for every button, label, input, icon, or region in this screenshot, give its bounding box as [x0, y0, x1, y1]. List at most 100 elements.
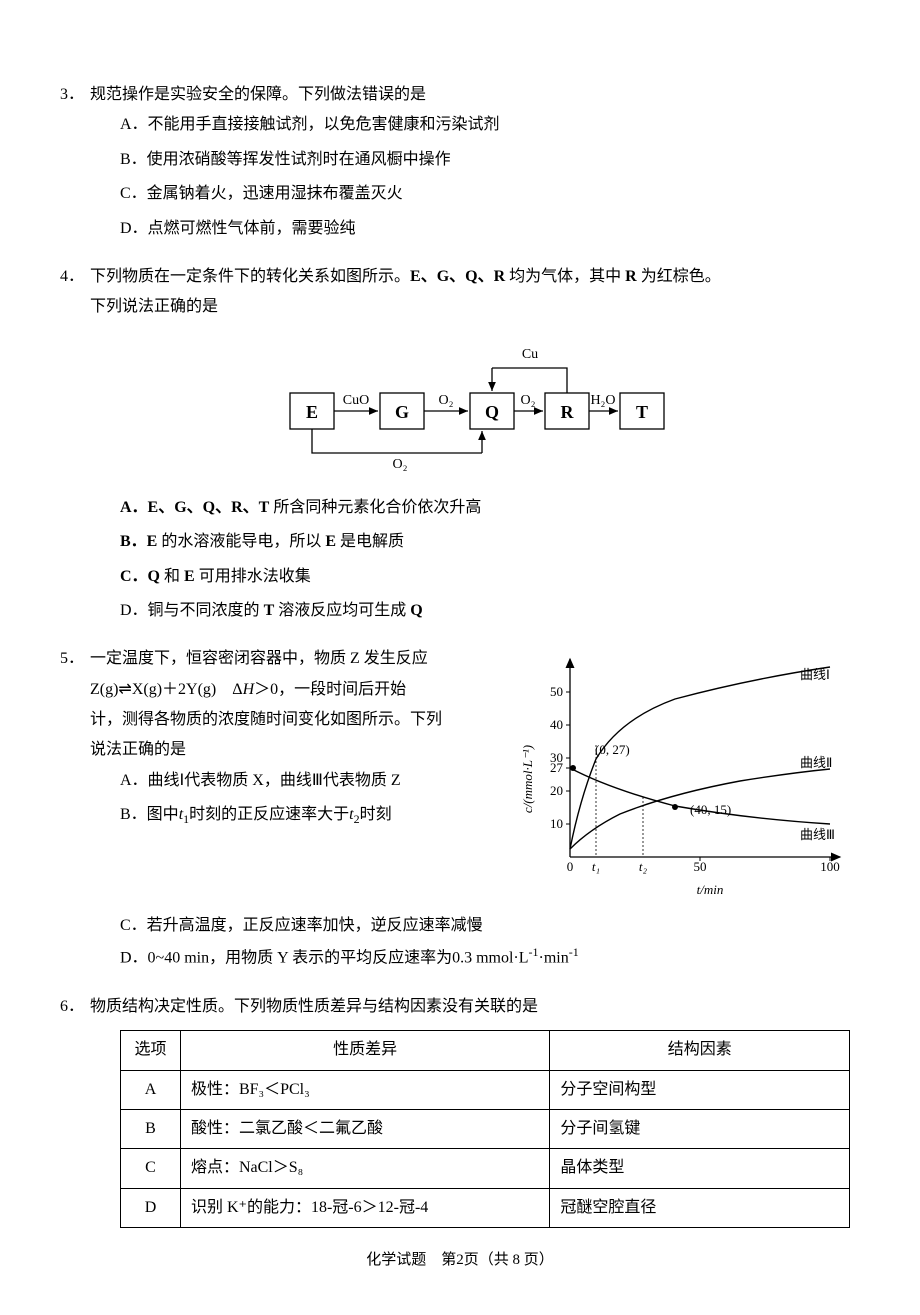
q3-text: 规范操作是实验安全的保障。下列做法错误的是 [90, 80, 860, 110]
q5-l2b: H [243, 681, 255, 698]
label-o2-1: O₂ [439, 393, 454, 408]
q6-r4c1: D [121, 1188, 181, 1227]
q4a-1: A．E、G、Q、R、T [120, 499, 269, 516]
q4d-3: 溶液反应均可生成 [274, 602, 410, 619]
question-5: 5． 一定温度下，恒容密闭容器中，物质 Z 发生反应 Z(g)⇌X(g)＋2Y(… [60, 644, 860, 974]
q6-r4c3: 冠醚空腔直径 [550, 1188, 850, 1227]
yt-50: 50 [550, 684, 563, 699]
pt2: (40, 15) [690, 802, 731, 817]
q4b-2: 的水溶液能导电，所以 [157, 533, 325, 550]
xt-t2: t₂ [639, 859, 648, 874]
q6-r1c1: A [121, 1070, 181, 1109]
q4-p3: 均为气体，其中 [505, 268, 625, 285]
yt-10: 10 [550, 816, 563, 831]
c3-label: 曲线Ⅲ [800, 827, 835, 842]
q5b-2: 时刻的正反应速率大于 [189, 806, 349, 823]
q4-p5: 为红棕色。 [637, 268, 721, 285]
q4a-2: 所含同种元素化合价依次升高 [269, 499, 481, 516]
question-6: 6． 物质结构决定性质。下列物质性质差异与结构因素没有关联的是 选项 性质差异 … [60, 992, 860, 1228]
q3-prompt: 3． 规范操作是实验安全的保障。下列做法错误的是 [60, 80, 860, 110]
q5b-3: 时刻 [360, 806, 392, 823]
q4-num: 4． [60, 262, 90, 292]
q4-option-b: B．E 的水溶液能导电，所以 E 是电解质 [120, 527, 860, 557]
pt1: (0, 27) [595, 742, 630, 757]
q4-option-a: A．E、G、Q、R、T 所含同种元素化合价依次升高 [120, 493, 860, 523]
xt-50: 50 [694, 859, 707, 874]
xt-t1: t₁ [592, 859, 600, 874]
label-o2-3: O₂ [393, 457, 408, 472]
q4-p1: 下列物质在一定条件下的转化关系如图所示。 [90, 268, 410, 285]
q6-text: 物质结构决定性质。下列物质性质差异与结构因素没有关联的是 [90, 992, 860, 1022]
q4d-1: D．铜与不同浓度的 [120, 602, 264, 619]
yt-30: 30 [550, 750, 563, 765]
xt-0: 0 [567, 859, 574, 874]
q4c-1: C．Q [120, 568, 160, 585]
question-4: 4． 下列物质在一定条件下的转化关系如图所示。E、G、Q、R 均为气体，其中 R… [60, 262, 860, 626]
q4d-4: Q [410, 602, 422, 619]
q5-text: 一定温度下，恒容密闭容器中，物质 Z 发生反应 Z(g)⇌X(g)＋2Y(g) … [90, 644, 510, 766]
q5b-1: B．图中 [120, 806, 179, 823]
q5-l2c: ＞0，一段时间后开始 [254, 681, 406, 698]
q4d-2: T [264, 602, 275, 619]
q4-p2: E、G、Q、R [410, 268, 505, 285]
xt-100: 100 [820, 859, 840, 874]
yt-20: 20 [550, 783, 563, 798]
q5-option-c: C．若升高温度，正反应速率加快，逆反应速率减慢 [60, 911, 860, 941]
q4b-3: E [325, 533, 336, 550]
q4-options: A．E、G、Q、R、T 所含同种元素化合价依次升高 B．E 的水溶液能导电，所以… [60, 493, 860, 627]
q3-option-c: C．金属钠着火，迅速用湿抹布覆盖灭火 [120, 179, 860, 209]
q4-line2: 下列说法正确的是 [90, 292, 860, 322]
q6-prompt: 6． 物质结构决定性质。下列物质性质差异与结构因素没有关联的是 [60, 992, 860, 1022]
q6-num: 6． [60, 992, 90, 1022]
q6-r2c2: 酸性：二氯乙酸＜二氟乙酸 [180, 1109, 549, 1148]
q4c-3: E [184, 568, 195, 585]
q5-chart-svg: 10 20 27 30 40 50 0 t₁ t₂ 50 100 [520, 649, 860, 899]
q5-option-b: B．图中t1时刻的正反应速率大于t2时刻 [120, 800, 510, 831]
q6-r1c2: 极性：BF₃＜PCl₃ [180, 1070, 549, 1109]
c2-label: 曲线Ⅱ [800, 755, 832, 770]
label-cu: Cu [522, 347, 538, 362]
q3-option-d: D．点燃可燃性气体前，需要验纯 [120, 214, 860, 244]
q4c-4: 可用排水法收集 [195, 568, 311, 585]
q6-r2c3: 分子间氢键 [550, 1109, 850, 1148]
q6-h3: 结构因素 [550, 1031, 850, 1070]
q3-option-b: B．使用浓硝酸等挥发性试剂时在通风橱中操作 [120, 145, 860, 175]
xlabel: t/min [697, 882, 724, 897]
q5-l3: 计，测得各物质的浓度随时间变化如图所示。下列 [90, 711, 442, 728]
label-h2o: H₂O [590, 393, 615, 408]
node-g: G [395, 402, 409, 422]
q5-option-a: A．曲线Ⅰ代表物质 X，曲线Ⅲ代表物质 Z [120, 766, 510, 796]
q3-num: 3． [60, 80, 90, 110]
yt-40: 40 [550, 717, 563, 732]
question-3: 3． 规范操作是实验安全的保障。下列做法错误的是 A．不能用手直接接触试剂，以免… [60, 80, 860, 244]
q5-l2a: Z(g)⇌X(g)＋2Y(g) Δ [90, 681, 243, 698]
q4b-1: B．E [120, 533, 157, 550]
q5-chart: 10 20 27 30 40 50 0 t₁ t₂ 50 100 [520, 649, 860, 910]
q4b-4: 是电解质 [336, 533, 404, 550]
node-r: R [561, 402, 575, 422]
q4-diagram-svg: E G Q R T C [250, 338, 670, 478]
q5-option-d: D．0~40 min，用物质 Y 表示的平均反应速率为0.3 mmol·L-1·… [60, 941, 860, 974]
q3-option-a: A．不能用手直接接触试剂，以免危害健康和污染试剂 [120, 110, 860, 140]
q4-option-d: D．铜与不同浓度的 T 溶液反应均可生成 Q [120, 596, 860, 626]
q4-diagram: E G Q R T C [60, 338, 860, 478]
q4c-2: 和 [160, 568, 184, 585]
label-cuo: CuO [343, 393, 369, 408]
q5-num: 5． [60, 644, 90, 674]
q5-l1: 一定温度下，恒容密闭容器中，物质 Z 发生反应 [90, 650, 428, 667]
q6-table: 选项 性质差异 结构因素 A 极性：BF₃＜PCl₃ 分子空间构型 B 酸性：二… [120, 1030, 850, 1228]
q6-r1c3: 分子空间构型 [550, 1070, 850, 1109]
q4-text: 下列物质在一定条件下的转化关系如图所示。E、G、Q、R 均为气体，其中 R 为红… [90, 262, 860, 323]
node-t: T [636, 402, 648, 422]
q6-h1: 选项 [121, 1031, 181, 1070]
node-e: E [306, 402, 318, 422]
ylabel: c/(mmol·L⁻¹) [520, 745, 535, 813]
label-o2-2: O₂ [521, 393, 536, 408]
node-q: Q [485, 402, 499, 422]
q5d-1: D．0~40 min，用物质 Y 表示的平均反应速率为0.3 mmol·L [120, 949, 529, 966]
q6-r3c2: 熔点：NaCl＞S₈ [180, 1149, 549, 1188]
c1-label: 曲线Ⅰ [800, 667, 830, 682]
q6-r4c2: 识别 K⁺的能力：18-冠-6＞12-冠-4 [180, 1188, 549, 1227]
q6-r3c1: C [121, 1149, 181, 1188]
q6-r3c3: 晶体类型 [550, 1149, 850, 1188]
